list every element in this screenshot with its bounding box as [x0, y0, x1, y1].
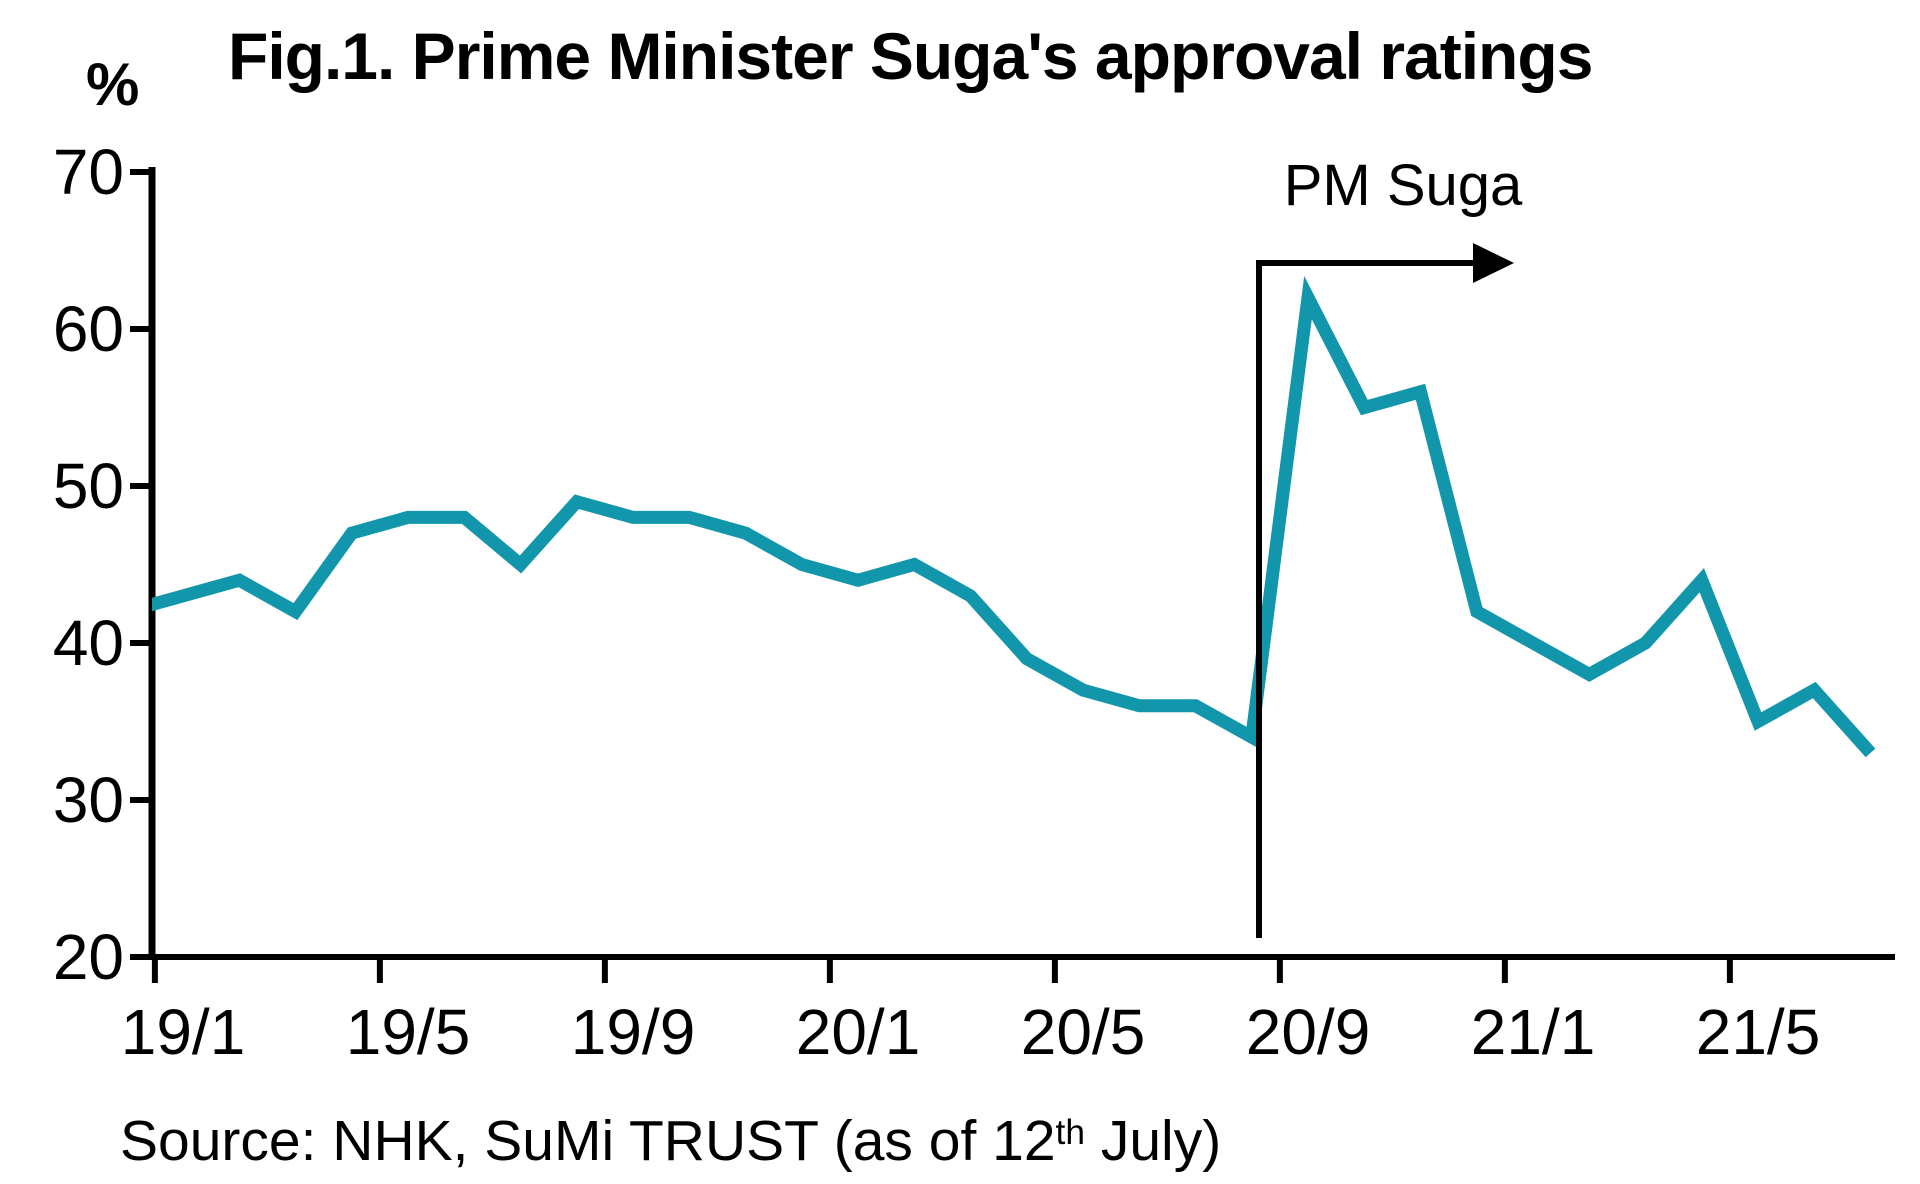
x-tick-label: 19/1 — [120, 996, 246, 1068]
source-text: Source: NHK, SuMi TRUST (as of 12 — [120, 1109, 1056, 1173]
approval-line — [152, 275, 1876, 758]
x-tick-label: 20/1 — [795, 996, 921, 1068]
x-tick-label: 19/5 — [345, 996, 471, 1068]
pm-suga-annotation-label: PM Suga — [1283, 153, 1523, 218]
y-tick-label: 70 — [52, 136, 124, 208]
y-tick-label: 60 — [52, 293, 124, 365]
source-text-suffix: July) — [1085, 1109, 1222, 1173]
x-tick-label: 20/5 — [1020, 996, 1146, 1068]
x-axis-ticks — [151, 957, 1733, 983]
x-tick-label: 20/9 — [1245, 996, 1371, 1068]
y-tick-label: 40 — [52, 607, 124, 679]
y-tick-label: 50 — [52, 450, 124, 522]
chart-title: Fig.1. Prime Minister Suga's approval ra… — [228, 19, 1593, 93]
source-superscript: th — [1055, 1113, 1086, 1153]
x-tick-label: 19/9 — [570, 996, 696, 1068]
y-tick-label: 20 — [52, 921, 124, 993]
y-axis-unit-label: % — [86, 51, 140, 118]
pm-suga-arrowhead-icon — [1473, 243, 1514, 283]
x-tick-label: 21/5 — [1695, 996, 1821, 1068]
y-tick-label: 30 — [52, 764, 124, 836]
y-axis-ticks — [130, 169, 152, 960]
x-tick-label: 21/1 — [1470, 996, 1596, 1068]
source-note: Source: NHK, SuMi TRUST (as of 12th July… — [120, 1108, 1221, 1174]
